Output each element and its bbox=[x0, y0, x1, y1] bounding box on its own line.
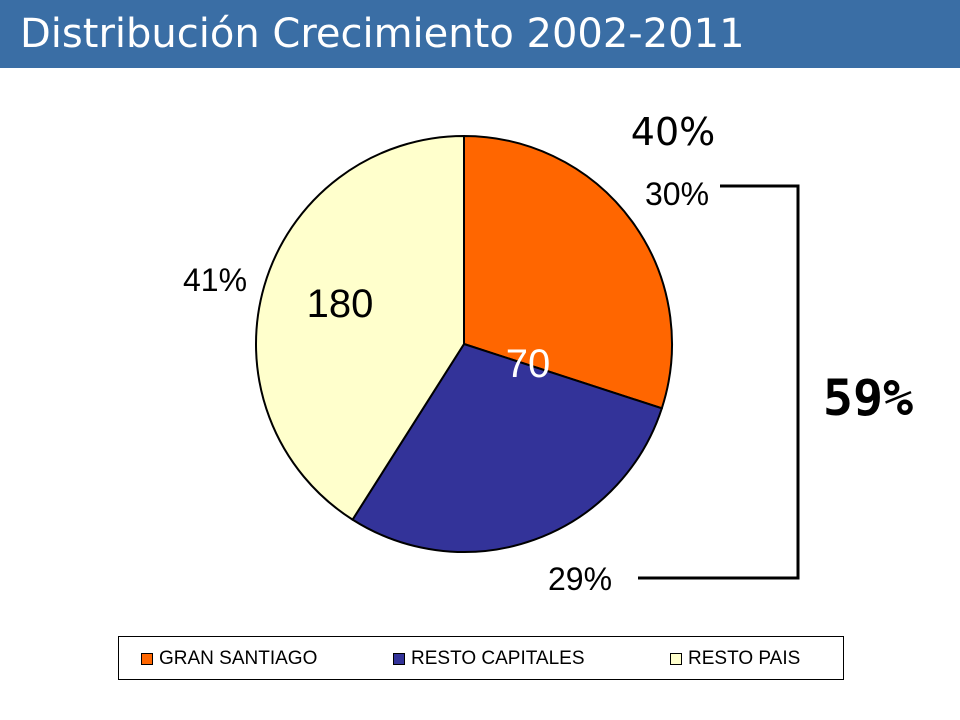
legend-label: RESTO CAPITALES bbox=[411, 648, 585, 669]
percent-label-resto-capitales: 29% bbox=[548, 561, 612, 597]
bracket-total-label: 59% bbox=[823, 369, 913, 427]
slice-value-label-70: 70 bbox=[506, 342, 551, 386]
legend-item-gran-santiago: GRAN SANTIAGO bbox=[141, 648, 317, 670]
bracket-line bbox=[638, 184, 800, 580]
pie-slice-resto-capitales bbox=[351, 342, 664, 553]
legend-label: GRAN SANTIAGO bbox=[159, 648, 318, 669]
percent-label-gran-santiago: 30% bbox=[645, 176, 709, 212]
legend-swatch-blue bbox=[393, 653, 405, 665]
chart-legend: GRAN SANTIAGO RESTO CAPITALES RESTO PAIS bbox=[118, 636, 844, 680]
legend-item-resto-pais: RESTO PAIS bbox=[670, 648, 800, 670]
legend-swatch-orange bbox=[141, 653, 153, 665]
legend-label: RESTO PAIS bbox=[688, 648, 801, 669]
page-title: Distribución Crecimiento 2002-2011 bbox=[20, 11, 745, 57]
pie-slices bbox=[255, 134, 673, 553]
pie-slice-resto-pais bbox=[255, 134, 465, 522]
pie-slice-gran-santiago bbox=[463, 134, 673, 410]
legend-item-resto-capitales: RESTO CAPITALES bbox=[393, 648, 585, 670]
slice-value-label-180: 180 bbox=[307, 282, 374, 326]
title-bar: Distribución Crecimiento 2002-2011 bbox=[0, 0, 960, 68]
top-percent-annotation: 40% bbox=[631, 110, 715, 154]
legend-swatch-cream bbox=[670, 653, 682, 665]
percent-label-resto-pais: 41% bbox=[183, 262, 247, 298]
